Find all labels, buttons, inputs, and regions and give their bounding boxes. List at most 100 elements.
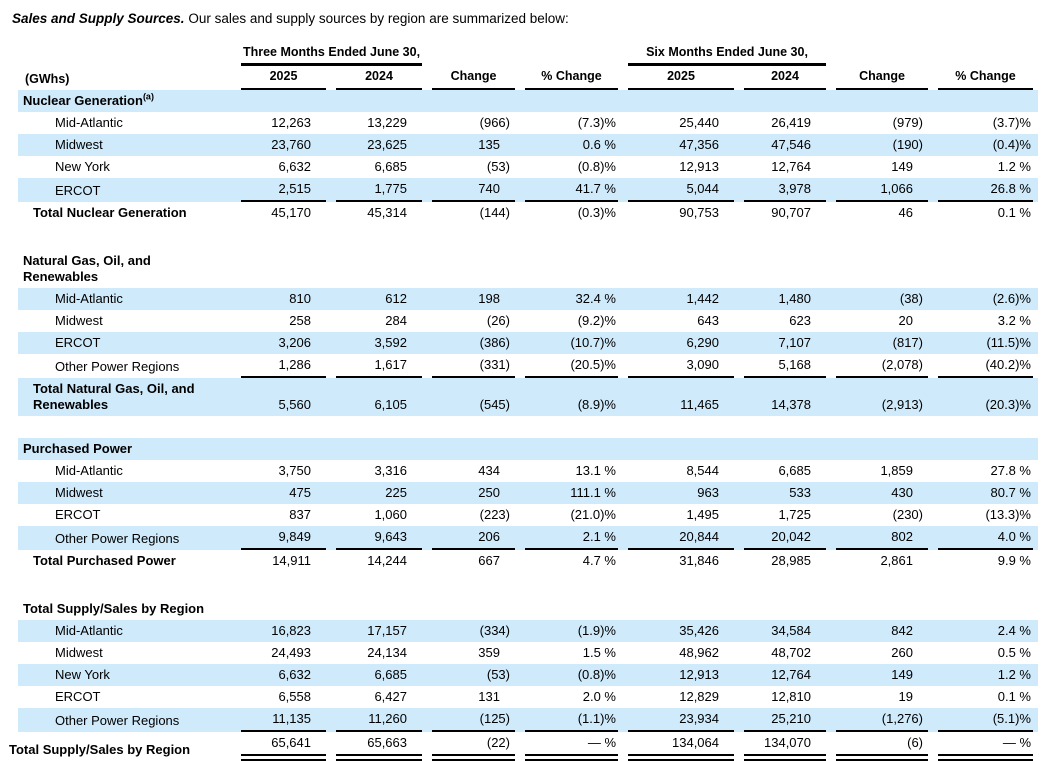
value-cell: 14,378	[739, 378, 831, 416]
cell-value: (6)	[836, 732, 928, 761]
cell-value: 612	[385, 291, 407, 306]
value-cell: 90,753	[623, 202, 739, 224]
value-cell: (2,078)	[831, 354, 933, 378]
column-header: 2024	[336, 66, 422, 90]
cell-value: 6,290	[686, 335, 719, 350]
table-row: Mid-Atlantic 16,823 17,157 (334) (1.9)% 35,42…	[18, 620, 1038, 642]
value-cell: 24,134	[331, 642, 427, 664]
value-cell: (5.1)%	[933, 708, 1038, 732]
cell-value: 13.1 %	[575, 463, 616, 478]
row-label-cell: Total Supply/Sales by Region	[18, 598, 1038, 620]
value-cell: 14,911	[236, 550, 331, 572]
cell-value: (190)	[892, 137, 923, 152]
value-cell: 802	[831, 526, 933, 550]
value-cell: (13.3)%	[933, 504, 1038, 526]
cell-value: 1,286	[241, 354, 326, 378]
cell-value: 533	[789, 485, 811, 500]
row-label: Nuclear Generation(a)	[23, 91, 154, 108]
cell-value: 31,846	[679, 553, 719, 568]
cell-value: 6,105	[374, 397, 407, 412]
cell-value: 24,493	[271, 645, 311, 660]
cell-value: 810	[289, 291, 311, 306]
value-cell: (0.8)%	[520, 156, 623, 178]
cell-value: 16,823	[271, 623, 311, 638]
value-cell: 3,206	[236, 332, 331, 354]
value-cell: 2.4 %	[933, 620, 1038, 642]
cell-value: (38)	[899, 291, 923, 306]
value-cell: (125)	[427, 708, 520, 732]
cell-value: (1,276)	[836, 708, 928, 732]
value-cell: 2,515	[236, 178, 331, 202]
value-cell: 1,617	[331, 354, 427, 378]
value-cell: 47,356	[623, 134, 739, 156]
cell-value: 9.9 %	[997, 553, 1031, 568]
row-label-cell: Mid-Atlantic	[18, 288, 236, 310]
table-row: Midwest 258 284 (26) (9.2)% 643 623 20 3.2 %	[18, 310, 1038, 332]
table-row: ERCOT 3,206 3,592 (386) (10.7)% 6,290 7,107 (81…	[18, 332, 1038, 354]
value-cell: 0.6 %	[520, 134, 623, 156]
table-row: Mid-Atlantic 12,263 13,229 (966) (7.3)% 25,44…	[18, 112, 1038, 134]
value-cell: 842	[831, 620, 933, 642]
total-row: Total Purchased Power 14,911 14,244 667 4.7 …	[18, 550, 1038, 572]
cell-value: 0.1 %	[997, 205, 1031, 220]
row-label: Natural Gas, Oil, and Renewables	[23, 253, 151, 284]
cell-value: 17,157	[367, 623, 407, 638]
row-label-cell: Midwest	[18, 482, 236, 504]
value-cell: 2,861	[831, 550, 933, 572]
value-cell: (0.3)%	[520, 202, 623, 224]
cell-value: 1.5 %	[582, 645, 616, 660]
value-cell: 3,978	[739, 178, 831, 202]
section-header-row: Total Supply/Sales by Region	[18, 598, 1038, 620]
row-label: Total Natural Gas, Oil, and Renewables	[33, 381, 195, 412]
cell-value: (7.3)%	[577, 115, 616, 130]
value-cell: 0.1 %	[933, 686, 1038, 708]
row-label: Total Supply/Sales by Region	[23, 601, 205, 616]
value-cell: 1.2 %	[933, 156, 1038, 178]
row-label-cell: Total Purchased Power	[18, 550, 236, 572]
table-row: Other Power Regions 1,286 1,617 (331) (20.5)…	[18, 354, 1038, 378]
row-label-cell: ERCOT	[18, 332, 236, 354]
value-cell: 284	[331, 310, 427, 332]
cell-value: 3,750	[278, 463, 311, 478]
table-row: Mid-Atlantic 810 612 198 32.4 % 1,442 1,480 (38…	[18, 288, 1038, 310]
value-cell: 6,290	[623, 332, 739, 354]
cell-value: 149	[891, 667, 913, 682]
cell-value: 802	[836, 526, 928, 550]
cell-value: 7,107	[778, 335, 811, 350]
value-cell: 837	[236, 504, 331, 526]
section-header-row: Natural Gas, Oil, and Renewables	[18, 250, 1038, 288]
group-header-cell: Three Months Ended June 30,	[236, 43, 427, 66]
value-cell: (223)	[427, 504, 520, 526]
value-cell: 8,544	[623, 460, 739, 482]
value-cell: 1,066	[831, 178, 933, 202]
value-cell: 3,750	[236, 460, 331, 482]
value-cell: 17,157	[331, 620, 427, 642]
value-cell: 6,427	[331, 686, 427, 708]
cell-value: 65,641	[241, 732, 326, 761]
value-cell: 1,442	[623, 288, 739, 310]
cell-value: 284	[385, 313, 407, 328]
value-cell: 35,426	[623, 620, 739, 642]
cell-value: 258	[289, 313, 311, 328]
value-cell: 6,632	[236, 664, 331, 686]
value-cell: 1,725	[739, 504, 831, 526]
cell-value: 135	[478, 137, 500, 152]
cell-value: 1,859	[880, 463, 913, 478]
title-rest: Our sales and supply sources by region a…	[184, 11, 569, 26]
cell-value: 45,314	[367, 205, 407, 220]
value-cell: 24,493	[236, 642, 331, 664]
table-row: Midwest 24,493 24,134 359 1.5 % 48,962 48,702 2…	[18, 642, 1038, 664]
group-header-six-months: Six Months Ended June 30,	[628, 43, 826, 66]
cell-value: 963	[697, 485, 719, 500]
cell-value: 11,135	[241, 708, 326, 732]
row-label: Midwest	[55, 137, 103, 152]
page-title: Sales and Supply Sources. Our sales and …	[12, 10, 1038, 27]
cell-value: 90,707	[771, 205, 811, 220]
cell-value: 26.8 %	[938, 178, 1033, 202]
row-label-cell: Midwest	[18, 642, 236, 664]
cell-value: 2.4 %	[997, 623, 1031, 638]
value-cell: 359	[427, 642, 520, 664]
cell-value: 3,316	[374, 463, 407, 478]
value-cell: 25,440	[623, 112, 739, 134]
cell-value: 48,962	[679, 645, 719, 660]
